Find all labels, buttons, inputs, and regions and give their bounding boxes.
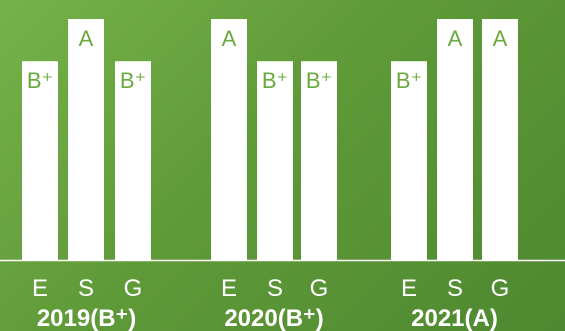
category-label: E [221,275,237,302]
grade-label: B⁺ [120,68,146,93]
bar-2020-E [211,19,247,260]
category-label: E [401,275,417,302]
bar-2019-S [68,19,104,260]
grade-label: B⁺ [27,68,53,93]
bar-2019-E [22,61,58,260]
grade-label: B⁺ [396,68,422,93]
bar-2021-G [482,19,518,260]
category-label: G [124,275,143,302]
grade-label: A [448,26,463,51]
group-label: 2021(A) [411,305,498,331]
bar-2021-S [437,19,473,260]
bar-2019-G [115,61,151,260]
category-label: S [447,275,463,302]
category-label: S [267,275,283,302]
bar-2020-G [301,61,337,260]
grade-label: A [493,26,508,51]
category-label: S [78,275,94,302]
bar-2020-S [257,61,293,260]
grade-label: A [79,26,94,51]
grade-label: B⁺ [306,68,332,93]
grade-label: B⁺ [262,68,288,93]
grade-label: A [222,26,237,51]
category-label: G [491,275,510,302]
bar-2021-E [391,61,427,260]
category-label: E [32,275,48,302]
category-label: G [310,275,329,302]
group-label: 2019(B⁺) [37,305,136,331]
group-label: 2020(B⁺) [224,305,323,331]
